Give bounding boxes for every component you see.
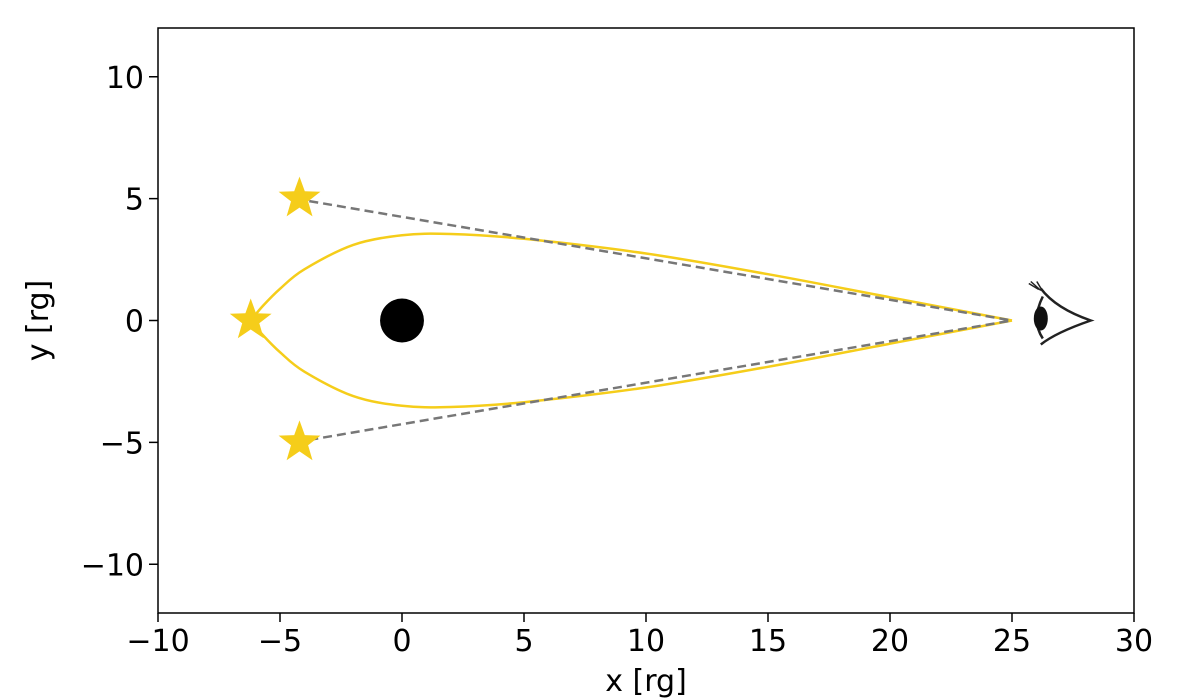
x-tick-label: 10 xyxy=(627,624,665,659)
straight-sightline-2 xyxy=(309,199,1013,322)
x-tick-label: −5 xyxy=(258,624,302,659)
x-tick-label: 5 xyxy=(514,624,533,659)
y-tick-label: 0 xyxy=(125,305,144,340)
y-tick-label: −5 xyxy=(100,426,144,461)
x-tick-label: 30 xyxy=(1115,624,1153,659)
x-tick-label: −10 xyxy=(126,624,189,659)
y-tick-label: −10 xyxy=(81,548,144,583)
straight-sightline-3 xyxy=(309,319,1013,442)
black-hole xyxy=(380,298,424,343)
light-ray-0 xyxy=(249,232,1013,322)
x-tick-label: 0 xyxy=(392,624,411,659)
y-tick-label: 5 xyxy=(125,183,144,218)
star-icon xyxy=(229,298,272,339)
star-icon xyxy=(278,420,321,461)
x-axis-label: x [rg] xyxy=(605,664,687,698)
y-axis-label: y [rg] xyxy=(21,280,56,362)
x-tick-label: 15 xyxy=(749,624,787,659)
plot-content xyxy=(229,176,1095,461)
x-tick-label: 25 xyxy=(993,624,1031,659)
x-tick-label: 20 xyxy=(871,624,909,659)
plot-frame xyxy=(157,27,1135,614)
light-ray-1 xyxy=(249,319,1013,409)
eye-icon xyxy=(1028,280,1095,346)
y-tick-label: 10 xyxy=(106,61,144,96)
star-icon xyxy=(278,176,321,217)
x-axis: −10 −5 0 5 10 15 20 25 30 xyxy=(126,613,1153,659)
y-axis: −10 −5 0 5 10 xyxy=(81,61,158,583)
